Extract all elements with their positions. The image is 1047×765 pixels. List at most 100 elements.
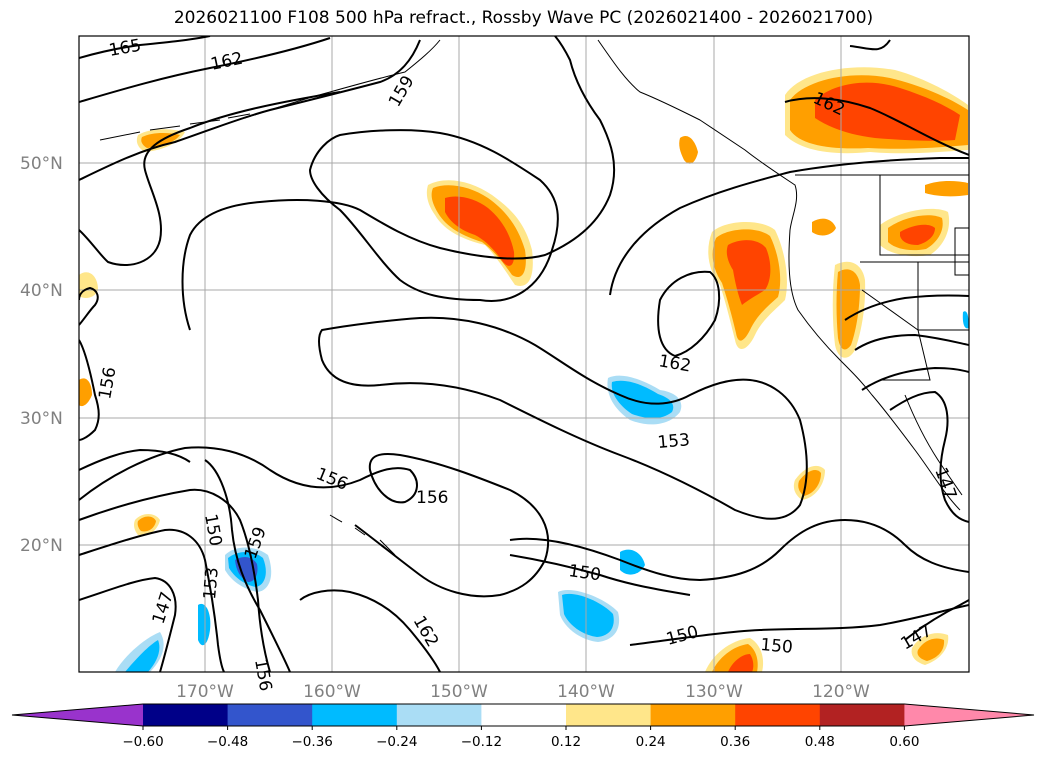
lon-label-130: 130°W xyxy=(685,682,743,702)
contour-159-south xyxy=(204,459,291,672)
coastlines xyxy=(99,39,969,556)
contour-label: 162 xyxy=(657,351,692,376)
contour-large-loop xyxy=(609,157,969,296)
contour-153-se xyxy=(854,333,969,351)
page-title: 2026021100 F108 500 hPa refract., Rossby… xyxy=(173,8,874,28)
contour-150-c xyxy=(629,604,969,646)
contour-162-north xyxy=(79,37,331,103)
contour-150-west xyxy=(79,488,271,672)
lon-label-170: 170°W xyxy=(176,682,234,702)
colorbar-tick-label: 0.48 xyxy=(805,734,835,750)
shade-positive xyxy=(836,269,860,350)
colorbar-extend-low xyxy=(12,704,143,726)
contour-150-se xyxy=(861,366,969,391)
contour-label: 156 xyxy=(416,488,448,508)
contour-label: 162 xyxy=(209,49,245,75)
shade-positive xyxy=(917,638,945,661)
colorbar-tick-label: 0.24 xyxy=(636,734,666,750)
contour-162-south xyxy=(299,589,441,672)
colorbar-tick-label: −0.12 xyxy=(461,734,502,750)
shade-negative xyxy=(562,593,614,637)
shade-positive xyxy=(137,516,156,532)
contour-150 xyxy=(509,518,969,582)
contour-153 xyxy=(181,36,616,331)
contour-label: 150 xyxy=(567,561,602,585)
colorbar-tick-label: −0.24 xyxy=(376,734,417,750)
shade-positive xyxy=(79,378,92,407)
colorbar-segment xyxy=(819,704,905,726)
contour-label: 150 xyxy=(664,622,701,650)
colorbar-tick-label: 0.60 xyxy=(889,734,919,750)
longitude-labels: 170°W 160°W 150°W 140°W 130°W 120°W xyxy=(176,682,870,702)
contour-label: 147 xyxy=(930,465,960,502)
lon-label-120: 120°W xyxy=(812,682,870,702)
border-states-5 xyxy=(954,227,969,276)
contour-156-se xyxy=(844,294,969,321)
shade-positive xyxy=(726,240,771,305)
lat-label-30: 30°N xyxy=(20,409,63,429)
shade-positive xyxy=(728,654,754,672)
border-states-1 xyxy=(879,175,969,256)
colorbar-segment xyxy=(227,704,313,726)
colorbar-tick-label: −0.36 xyxy=(292,734,333,750)
contour-156-mid xyxy=(79,446,550,598)
shade-positive xyxy=(445,196,515,266)
lon-label-140: 140°W xyxy=(557,682,615,702)
colorbar-extend-high xyxy=(904,704,1034,726)
contour-label: 162 xyxy=(409,613,443,651)
contour-147-east xyxy=(904,599,969,641)
contour-162-east xyxy=(657,270,721,358)
contour-147-west xyxy=(79,576,177,672)
anomaly-shading xyxy=(79,67,969,672)
contour-label: 150 xyxy=(760,635,794,658)
colorbar-segment xyxy=(481,704,567,726)
contour-147-southeast xyxy=(889,390,969,523)
colorbar-tick-label: 0.12 xyxy=(551,734,581,750)
shade-negative xyxy=(620,549,645,575)
coastline-us-west xyxy=(788,229,961,511)
lon-label-160: 160°W xyxy=(303,682,361,702)
lon-label-150: 150°W xyxy=(430,682,488,702)
coastline-baja xyxy=(904,394,963,496)
contour-165 xyxy=(79,36,211,59)
contour-label: 156 xyxy=(95,365,120,400)
contour-150-b xyxy=(509,554,691,596)
contour-153-left xyxy=(79,448,191,471)
colorbar-segment xyxy=(312,704,398,726)
contour-upper-east xyxy=(849,39,891,51)
contour-inner-loop xyxy=(318,316,808,520)
contour-label: 165 xyxy=(107,36,142,61)
shade-positive xyxy=(79,272,98,298)
colorbar-segment xyxy=(396,704,482,726)
contour-gulf-ring xyxy=(308,129,559,302)
shade-positive xyxy=(812,218,836,236)
contour-label: 153 xyxy=(657,430,691,453)
colorbar-segment xyxy=(566,704,652,726)
colorbar-tick-label: −0.60 xyxy=(122,734,163,750)
lat-label-40: 40°N xyxy=(20,281,63,301)
lat-label-50: 50°N xyxy=(20,154,63,174)
contour-162-bc xyxy=(784,97,969,156)
shade-positive xyxy=(679,135,698,164)
contour-label: 156 xyxy=(313,464,351,495)
colorbar: −0.60 −0.48 −0.36 −0.24 −0.12 0.12 0.24 0.36 0.4… xyxy=(11,703,1035,750)
contour-label: 156 xyxy=(250,657,275,692)
colorbar-segment xyxy=(650,704,736,726)
latitude-labels: 50°N 40°N 30°N 20°N xyxy=(20,154,63,556)
colorbar-segment xyxy=(735,704,821,726)
contour-label: 153 xyxy=(200,566,223,600)
contour-153-west xyxy=(79,528,225,672)
contour-156-west xyxy=(79,91,341,266)
colorbar-segment xyxy=(143,704,229,726)
coastline-aleutians xyxy=(99,113,251,141)
lat-label-20: 20°N xyxy=(20,536,63,556)
shade-positive xyxy=(900,224,935,245)
shade-negative xyxy=(962,311,969,329)
shade-negative xyxy=(611,380,674,419)
shade-positive xyxy=(925,180,968,197)
coastline-alaska-south xyxy=(597,39,798,231)
shade-negative xyxy=(198,603,211,646)
colorbar-tick-label: 0.36 xyxy=(720,734,750,750)
shade-positive xyxy=(815,82,960,141)
